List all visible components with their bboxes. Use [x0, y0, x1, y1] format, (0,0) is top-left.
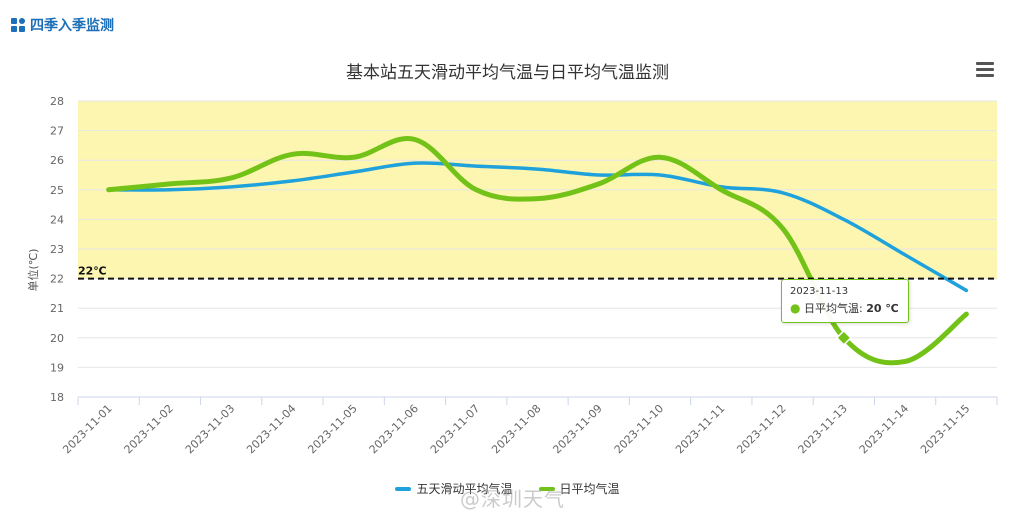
grid-icon [11, 18, 25, 32]
x-tick-label: 2023-11-12 [734, 402, 788, 456]
chart-tooltip: 2023-11-13 ● 日平均气温: 20 ℃ [781, 279, 909, 323]
tooltip-date: 2023-11-13 [790, 286, 849, 297]
y-tick-label: 23 [50, 243, 64, 256]
legend-label: 五天滑动平均气温 [416, 482, 513, 496]
y-tick-label: 26 [50, 154, 64, 167]
legend-label: 日平均气温 [559, 482, 620, 496]
tooltip-value: 20 ℃ [866, 302, 899, 315]
x-tick-label: 2023-11-13 [796, 402, 850, 456]
watermark: @深圳天气 [460, 487, 565, 511]
legend-swatch [538, 486, 555, 491]
legend-swatch [395, 486, 412, 491]
y-tick-label: 28 [50, 95, 64, 108]
x-tick-label: 2023-11-09 [550, 402, 604, 456]
y-axis-label: 单位(℃) [27, 248, 40, 292]
y-tick-label: 27 [50, 125, 64, 138]
menu-bar [976, 68, 994, 71]
x-tick-label: 2023-11-05 [305, 402, 359, 456]
chart-legend: 五天滑动平均气温 日平均气温 [0, 480, 1015, 497]
chart-title: 基本站五天滑动平均气温与日平均气温监测 [346, 63, 669, 83]
x-tick-label: 2023-11-11 [673, 402, 727, 456]
x-tick-label: 2023-11-03 [183, 402, 237, 456]
section-header: 四季入季监测 [10, 14, 114, 36]
x-tick-label: 2023-11-07 [428, 402, 482, 456]
y-tick-label: 22 [50, 273, 64, 286]
section-title: 四季入季监测 [30, 18, 114, 34]
x-tick-label: 2023-11-08 [489, 402, 543, 456]
tooltip-dot: ● [790, 301, 801, 315]
y-tick-label: 24 [50, 213, 64, 226]
x-tick-label: 2023-11-04 [244, 402, 298, 456]
tooltip-series-label: 日平均气温: [803, 302, 863, 315]
menu-bar [976, 62, 994, 65]
x-tick-label: 2023-11-06 [367, 402, 421, 456]
y-tick-label: 18 [50, 391, 64, 404]
legend-item-daily-average[interactable]: 日平均气温 [538, 480, 620, 497]
tooltip-row: ● 日平均气温: 20 ℃ [790, 300, 899, 316]
series-line-moving-average [106, 161, 969, 293]
x-tick-label: 2023-11-15 [918, 402, 972, 456]
x-tick-label: 2023-11-01 [60, 402, 114, 456]
y-tick-label: 21 [50, 302, 64, 315]
chart-menu-button[interactable] [976, 62, 994, 78]
hover-marker [835, 329, 852, 346]
legend-item-moving-average[interactable]: 五天滑动平均气温 [395, 480, 513, 497]
x-tick-label: 2023-11-14 [857, 402, 911, 456]
menu-bar [976, 74, 994, 77]
x-tick-label: 2023-11-10 [612, 402, 666, 456]
y-tick-label: 25 [50, 184, 64, 197]
y-tick-label: 20 [50, 332, 64, 345]
x-tick-label: 2023-11-02 [122, 402, 176, 456]
y-tick-label: 19 [50, 361, 64, 374]
threshold-label: 22℃ [78, 265, 107, 278]
